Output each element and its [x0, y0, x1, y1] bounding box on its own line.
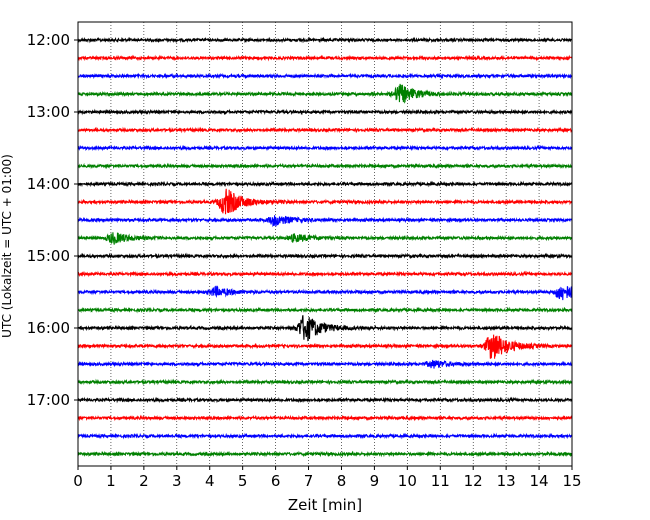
- x-tick-label-8: 8: [337, 472, 347, 490]
- x-axis-label: Zeit [min]: [288, 496, 362, 514]
- vertical-grid: [110, 22, 540, 466]
- y-tick-label-1700: 17:00: [27, 391, 70, 409]
- trace-1515: [77, 270, 573, 278]
- y-tick-label-1600: 16:00: [27, 319, 70, 337]
- trace-1300: [77, 108, 573, 116]
- x-tick-label-14: 14: [530, 472, 549, 490]
- x-tick-label-3: 3: [172, 472, 182, 490]
- x-tick-label-5: 5: [238, 472, 248, 490]
- trace-1415: [77, 188, 573, 215]
- trace-1645: [77, 378, 573, 386]
- x-tick-label-12: 12: [464, 472, 483, 490]
- trace-1345: [77, 162, 573, 170]
- y-axis-label: UTC (Lokalzeit = UTC + 01:00): [0, 154, 14, 338]
- x-tick-label-10: 10: [398, 472, 417, 490]
- trace-1315: [77, 126, 573, 134]
- trace-1445: [77, 232, 573, 245]
- y-tick-label-1500: 15:00: [27, 247, 70, 265]
- plot-frame: [77, 21, 573, 467]
- seismic-traces: [77, 36, 573, 458]
- trace-1715: [77, 414, 573, 422]
- x-tick-label-11: 11: [431, 472, 450, 490]
- x-tick-label-13: 13: [497, 472, 516, 490]
- x-tick-label-2: 2: [139, 472, 149, 490]
- y-axis-ticks: 12:00 13:00 14:00 15:00 16:00 17:00: [27, 31, 78, 409]
- trace-1200: [77, 36, 573, 44]
- trace-1215: [77, 54, 573, 62]
- x-tick-label-15: 15: [562, 472, 581, 490]
- x-tick-label-4: 4: [205, 472, 215, 490]
- trace-1615: [77, 334, 573, 359]
- x-tick-label-0: 0: [73, 472, 83, 490]
- y-tick-label-1400: 14:00: [27, 175, 70, 193]
- trace-1600: [77, 315, 573, 342]
- x-tick-label-6: 6: [271, 472, 281, 490]
- trace-1630: [77, 359, 573, 369]
- trace-1700: [77, 396, 573, 404]
- trace-1745: [77, 450, 573, 458]
- trace-1545: [77, 306, 573, 314]
- trace-1500: [77, 252, 573, 260]
- x-tick-label-1: 1: [106, 472, 116, 490]
- trace-1730: [77, 432, 573, 440]
- trace-1330: [77, 144, 573, 152]
- y-tick-label-1300: 13:00: [27, 103, 70, 121]
- trace-1530: [77, 285, 573, 301]
- trace-1400: [77, 180, 573, 188]
- trace-1430: [77, 215, 573, 228]
- trace-1245: [77, 83, 573, 104]
- x-tick-label-7: 7: [304, 472, 314, 490]
- x-axis-ticks: 0 1 2 3 4 5 6 7 8 9 10 11 12 13 14 15: [73, 466, 582, 490]
- x-tick-label-9: 9: [370, 472, 380, 490]
- trace-1230: [77, 72, 573, 80]
- y-tick-label-1200: 12:00: [27, 31, 70, 49]
